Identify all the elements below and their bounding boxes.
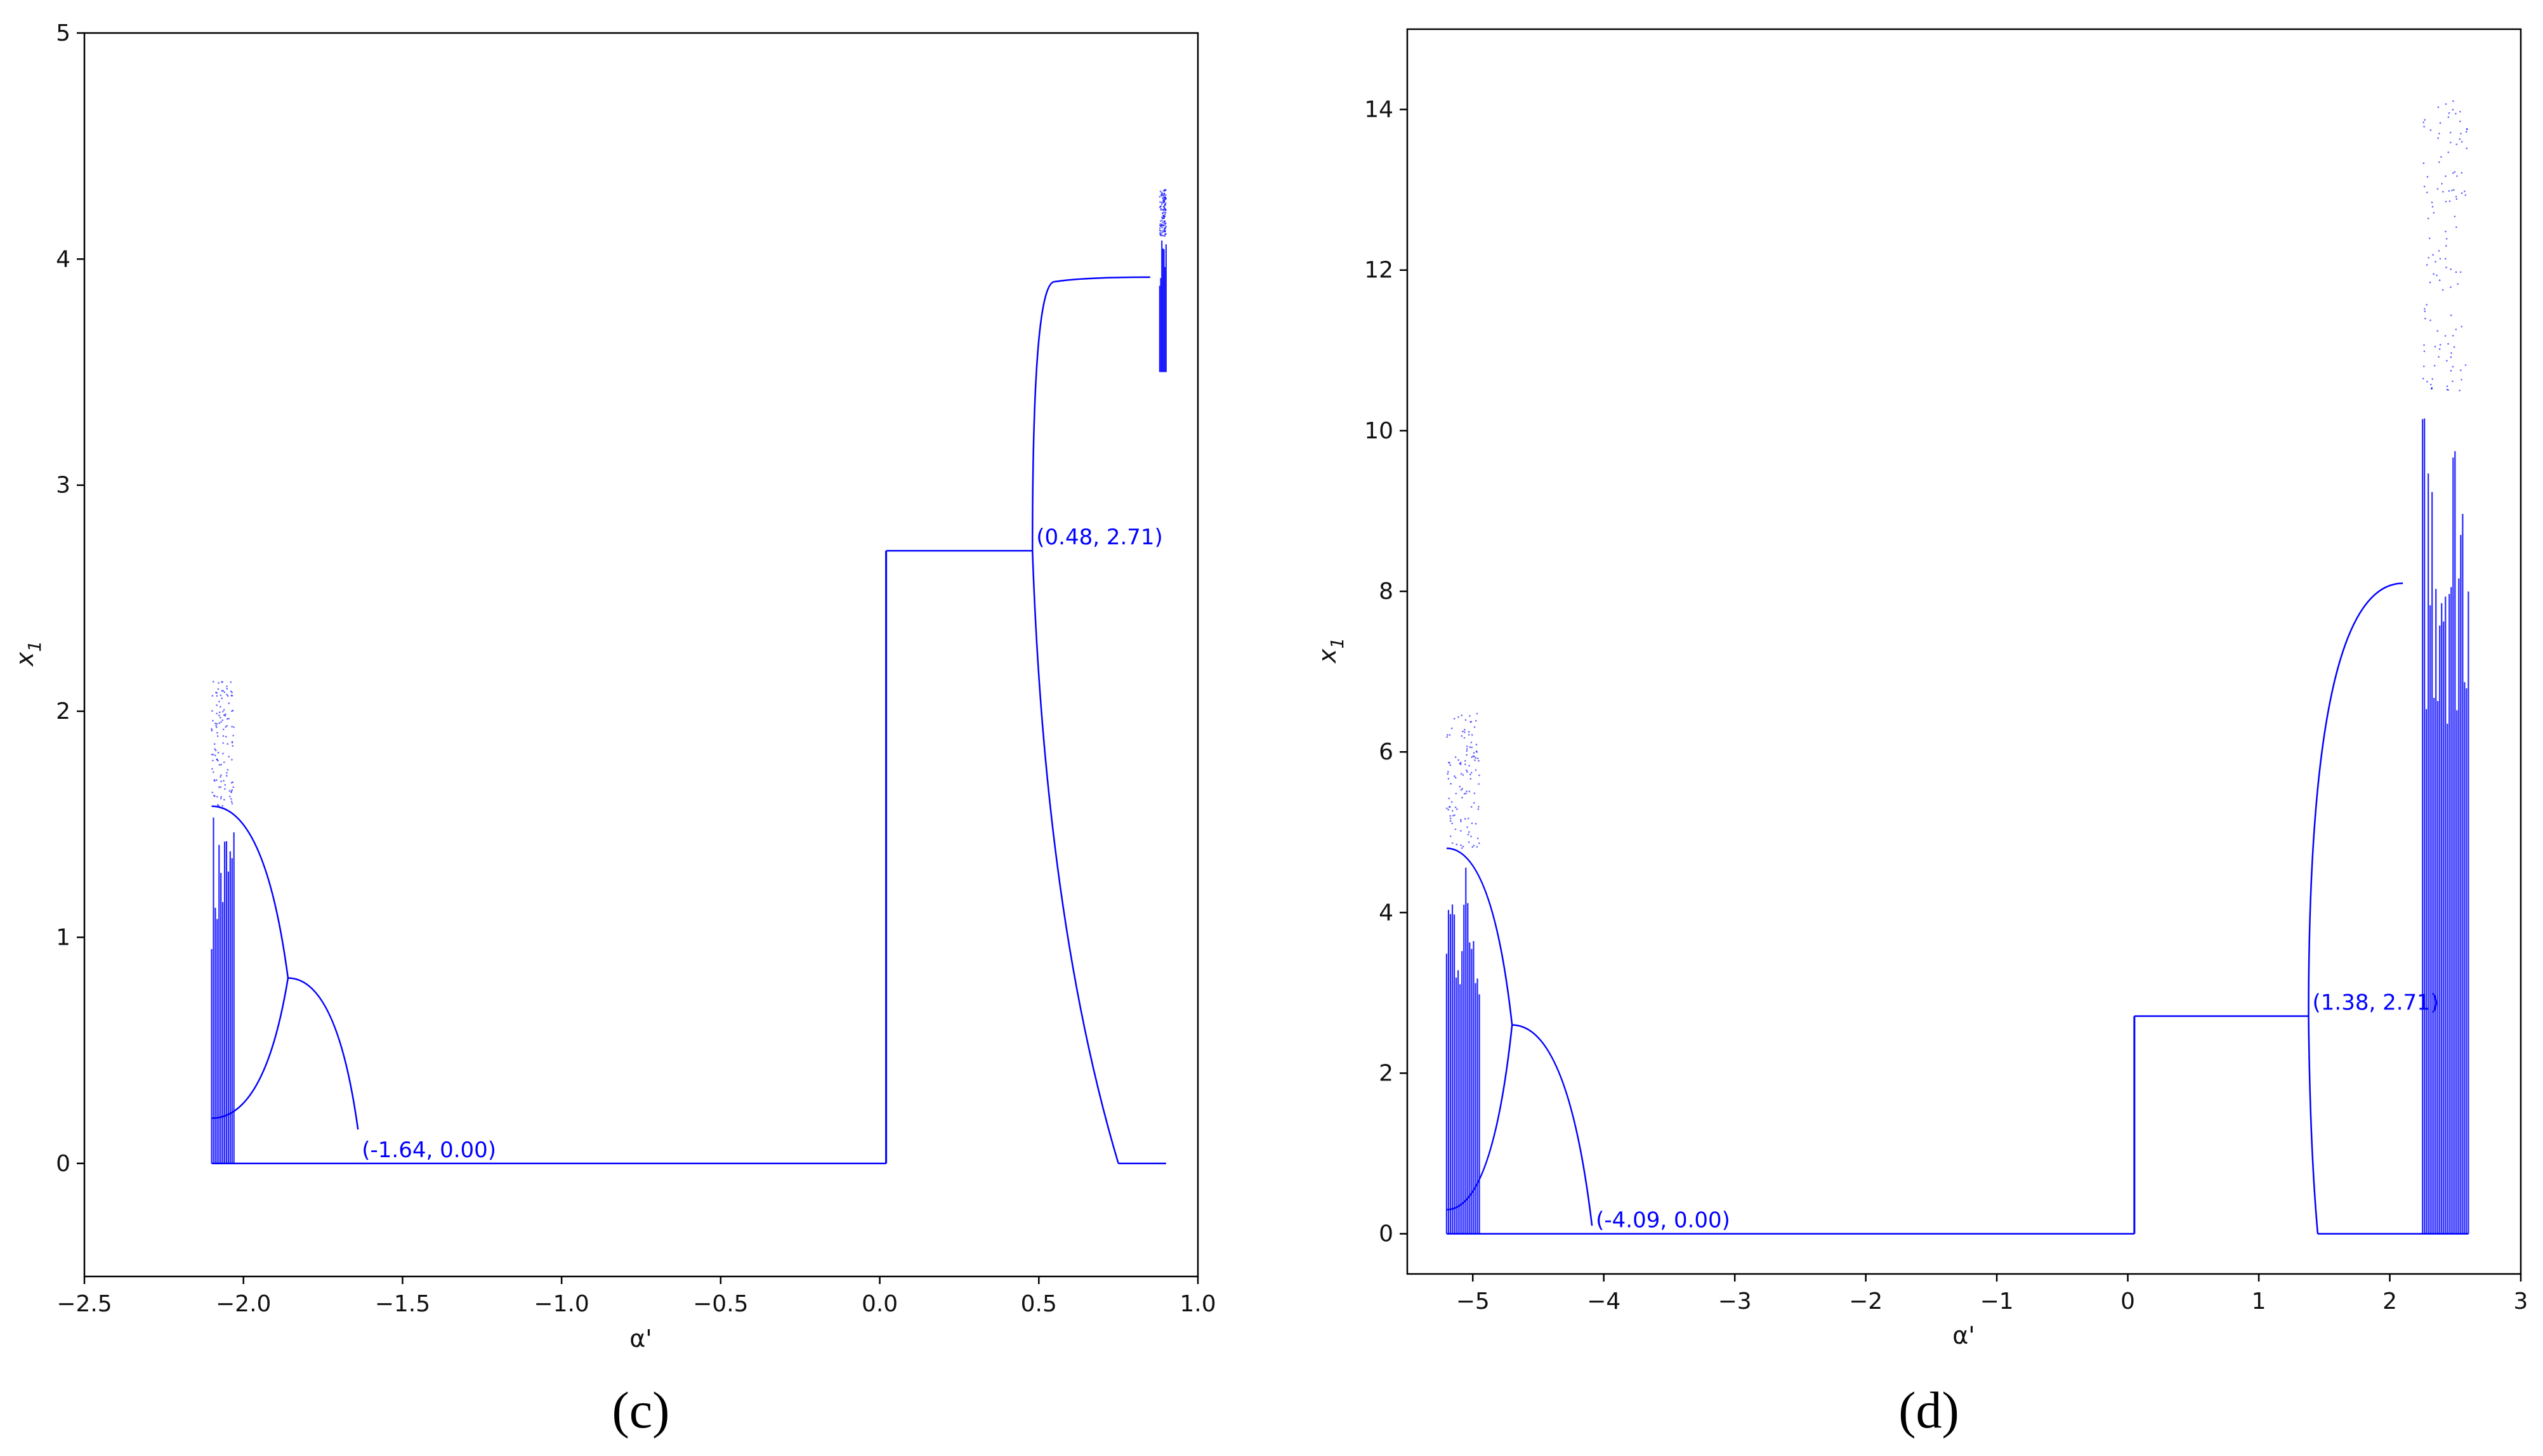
chart-c-annotations: (-1.64, 0.00) (0.48, 2.71) [362, 525, 1163, 1163]
chart-c-ytick-label: 2 [56, 698, 70, 725]
chart-d-series-main-branch [1512, 1024, 1593, 1226]
chart-c-ylabel: x1 [11, 641, 45, 667]
chart-d-annotation: (-4.09, 0.00) [1596, 1208, 1730, 1233]
chart-c-ytick-label: 5 [56, 20, 70, 46]
chart-d-xtick-label: 2 [2382, 1289, 2397, 1315]
chart-d-ytick-label: 12 [1364, 258, 1393, 284]
chart-c-series-arch-top [1055, 276, 1150, 283]
chart-d-series-chaos-band [1445, 712, 1480, 1234]
chart-d-xtick-label: 1 [2252, 1289, 2266, 1315]
chart-c-panel-label: (c) [612, 1381, 669, 1439]
chart-d-xlabel: α' [1952, 1322, 1975, 1349]
chart-d-ytick-label: 6 [1379, 739, 1393, 765]
chart-c-annotation: (0.48, 2.71) [1036, 525, 1163, 550]
chart-d-data-layer [1445, 100, 2469, 1235]
chart-c-series-arch-left [1032, 280, 1055, 551]
chart-c-series-arch-lower [1032, 551, 1119, 1164]
chart-d-series-bifurcation-upper [1446, 847, 1513, 1025]
chart-c-annotation: (-1.64, 0.00) [362, 1138, 496, 1163]
chart-d-ytick-label: 0 [1379, 1221, 1393, 1247]
chart-d-ytick-label: 2 [1379, 1061, 1393, 1087]
chart-c-xtick-label: 1.0 [1180, 1291, 1216, 1317]
chart-d-ytick-label: 10 [1364, 418, 1393, 444]
chart-c-xtick-label: −1.5 [375, 1291, 430, 1317]
chart-c-data-layer [211, 188, 1167, 1165]
chart-c-ytick-label: 1 [56, 924, 70, 950]
chart-c-xtick-label: −2.5 [56, 1291, 112, 1317]
chart-c-series-bifurcation-upper [211, 805, 289, 978]
chart-c-series-chaos-band [211, 681, 235, 1164]
chart-panel-c: −2.5 −2.0 −1.5 −1.0 −0.5 0.0 0.5 1.0 0 1 2 3 4 5 (-1.… [11, 20, 1216, 1439]
chart-d-series-arch-rise [2308, 582, 2403, 1016]
chart-c-ytick-label: 4 [56, 246, 70, 272]
chart-d-xtick-label: −5 [1456, 1289, 1490, 1315]
chart-c-axes-frame [83, 32, 1199, 1278]
chart-d-ytick-label: 14 [1364, 97, 1393, 123]
chart-d-xtick-label: −1 [1980, 1289, 2014, 1315]
chart-c-xtick-label: −0.5 [693, 1291, 748, 1317]
chart-d-annotations: (-4.09, 0.00) (1.38, 2.71) [1596, 990, 2439, 1233]
chart-c-series-main-branch [287, 977, 359, 1130]
chart-c-ytick-label: 0 [56, 1151, 70, 1177]
chart-c-xtick-label: −2.0 [216, 1291, 271, 1317]
chart-d-xtick-label: −4 [1587, 1289, 1620, 1315]
chart-d-xtick-label: 0 [2120, 1289, 2135, 1315]
chart-c-xtick-label: 0.0 [862, 1291, 898, 1317]
chart-d-ytick-label: 4 [1379, 900, 1393, 926]
chart-d-xtick-label: −2 [1849, 1289, 1883, 1315]
chart-c-xtick-label: 0.5 [1021, 1291, 1057, 1317]
chart-d-annotation: (1.38, 2.71) [2313, 990, 2440, 1016]
chart-d-series-chaos-band-right [2422, 100, 2469, 1234]
chart-d-xtick-label: −3 [1718, 1289, 1752, 1315]
chart-c-ticks: −2.5 −2.0 −1.5 −1.0 −0.5 0.0 0.5 1.0 0 1 2 3 4 5 [56, 20, 1216, 1317]
chart-c-xlabel: α' [629, 1325, 652, 1353]
chart-d-ylabel: x1 [1313, 638, 1348, 664]
chart-d-ytick-label: 8 [1379, 579, 1393, 605]
chart-c-xtick-label: −1.0 [534, 1291, 589, 1317]
chart-c-ytick-label: 3 [56, 473, 70, 499]
chart-d-xtick-label: 3 [2514, 1289, 2528, 1315]
chart-c-series-chaos-band-right [1159, 188, 1167, 372]
chart-d-series-arch-lower [2308, 1016, 2319, 1234]
chart-d-axes-frame [1406, 28, 2522, 1275]
chart-d-panel-label: (d) [1898, 1381, 1959, 1439]
